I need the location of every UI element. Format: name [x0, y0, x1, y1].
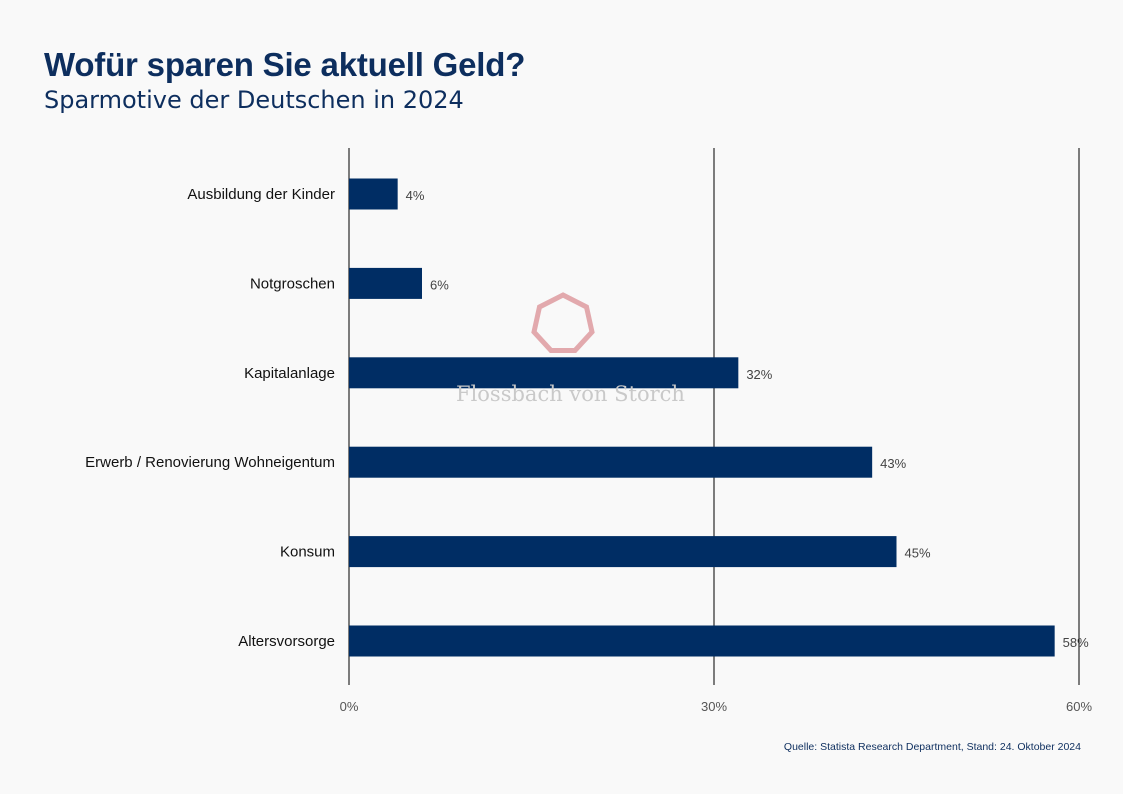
- category-label: Erwerb / Renovierung Wohneigentum: [85, 454, 335, 471]
- x-tick-label: 60%: [1066, 699, 1092, 714]
- bar: [349, 625, 1055, 657]
- source-note: Quelle: Statista Research Department, St…: [783, 741, 1081, 753]
- value-label: 45%: [905, 546, 931, 561]
- watermark: Flossbach von Storch: [456, 290, 685, 410]
- category-label: Ausbildung der Kinder: [187, 186, 335, 203]
- value-label: 43%: [880, 456, 906, 471]
- watermark-text: Flossbach von Storch: [456, 382, 685, 406]
- x-tick-label: 30%: [701, 699, 727, 714]
- category-label: Altersvorsorge: [238, 633, 335, 650]
- chart-title: Wofür sparen Sie aktuell Geld?: [44, 46, 526, 83]
- flossbach-logo-icon: [531, 292, 595, 353]
- value-label: 58%: [1063, 635, 1089, 650]
- bar: [349, 178, 398, 210]
- bar: [349, 357, 739, 389]
- x-tick-label: 0%: [340, 699, 359, 714]
- value-label: 6%: [430, 277, 449, 292]
- category-label: Kapitalanlage: [244, 365, 335, 382]
- value-label: 32%: [746, 367, 772, 382]
- category-label: Konsum: [280, 544, 335, 561]
- value-label: 4%: [406, 188, 425, 203]
- category-label: Notgroschen: [250, 275, 335, 292]
- bar: [349, 446, 873, 478]
- bar: [349, 267, 422, 299]
- chart-subtitle: Sparmotive der Deutschen in 2024: [44, 86, 464, 114]
- bar: [349, 536, 897, 568]
